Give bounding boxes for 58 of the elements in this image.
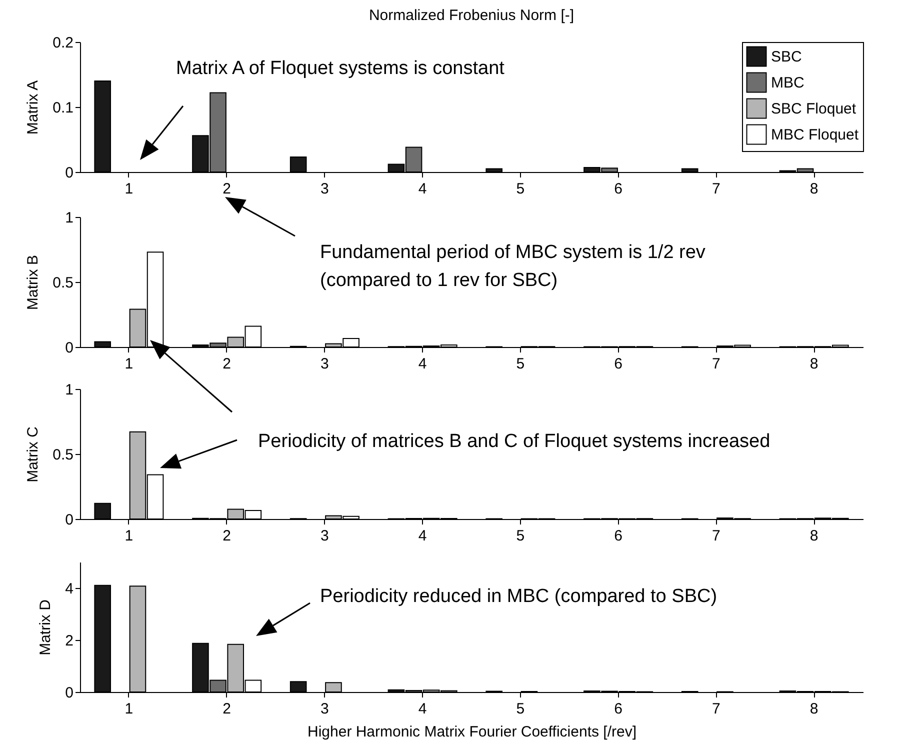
- annotation: Fundamental period of MBC system is 1/2 rev (compared to 1 rev for SBC): [320, 242, 706, 291]
- chart-title: Normalized Frobenius Norm [-]: [368, 7, 574, 24]
- x-tick-label: 2: [222, 700, 231, 718]
- x-tick-label: 2: [222, 528, 231, 544]
- legend-label: MBC: [771, 74, 804, 92]
- x-tick-label: 2: [222, 356, 231, 372]
- x-tick-label: 5: [516, 356, 525, 372]
- x-tick-label: 7: [712, 700, 720, 718]
- y-tick-label: 0.5: [52, 446, 74, 464]
- x-tick-label: 8: [810, 356, 818, 372]
- y-tick-label: 0: [65, 164, 74, 182]
- x-tick-label: 3: [320, 180, 329, 198]
- x-tick-label: 1: [124, 356, 134, 372]
- x-tick-label: 8: [810, 180, 818, 198]
- x-tick-label: 3: [320, 700, 329, 718]
- x-tick-label: 4: [418, 180, 427, 198]
- y-axis-title: Matrix C: [24, 426, 42, 482]
- legend-label: SBC Floquet: [771, 100, 857, 118]
- legend-label: SBC: [771, 48, 802, 66]
- x-tick-label: 1: [124, 700, 134, 718]
- x-tick-label: 2: [222, 180, 231, 198]
- x-tick-label: 5: [516, 180, 525, 198]
- y-tick-label: 0: [65, 340, 74, 356]
- y-tick-label: 1: [65, 210, 74, 226]
- x-tick-label: 4: [418, 356, 427, 372]
- y-tick-label: 0.2: [52, 34, 74, 52]
- x-tick-label: 5: [516, 700, 525, 718]
- x-tick-label: 6: [614, 180, 622, 198]
- x-axis-title: Higher Harmonic Matrix Fourier Coefficients [/rev]: [308, 724, 636, 740]
- annotation: Matrix A of Floquet systems is constant: [176, 58, 506, 79]
- x-tick-label: 4: [418, 700, 427, 718]
- x-tick-label: 7: [712, 180, 720, 198]
- y-axis-title: Matrix A: [24, 80, 42, 135]
- x-tick-label: 8: [810, 528, 818, 544]
- y-tick-label: 1: [65, 382, 74, 398]
- y-tick-label: 0.5: [52, 274, 74, 292]
- x-tick-label: 8: [810, 700, 818, 718]
- legend-label: MBC Floquet: [771, 126, 860, 144]
- x-tick-label: 3: [320, 356, 329, 372]
- y-tick-label: 0.1: [52, 100, 74, 116]
- y-tick-label: 2: [65, 632, 74, 650]
- x-tick-label: 7: [712, 528, 720, 544]
- x-tick-label: 5: [516, 528, 525, 544]
- y-tick-label: 0: [65, 684, 74, 702]
- y-tick-label: 4: [65, 580, 74, 598]
- x-tick-label: 1: [124, 180, 134, 198]
- y-tick-label: 0: [65, 512, 74, 528]
- x-tick-label: 4: [418, 528, 427, 544]
- x-tick-label: 7: [712, 356, 720, 372]
- y-axis-title: Matrix B: [24, 254, 42, 310]
- x-tick-label: 6: [614, 356, 622, 372]
- x-tick-label: 1: [124, 528, 134, 544]
- annotation: Periodicity of matrices B and C of Floquet systems increased: [258, 431, 770, 452]
- x-tick-label: 6: [614, 700, 622, 718]
- annotation: Periodicity reduced in MBC (compared to SBC): [320, 586, 718, 607]
- y-axis-title: Matrix D: [37, 599, 54, 656]
- x-tick-label: 3: [320, 528, 329, 544]
- x-tick-label: 6: [614, 528, 622, 544]
